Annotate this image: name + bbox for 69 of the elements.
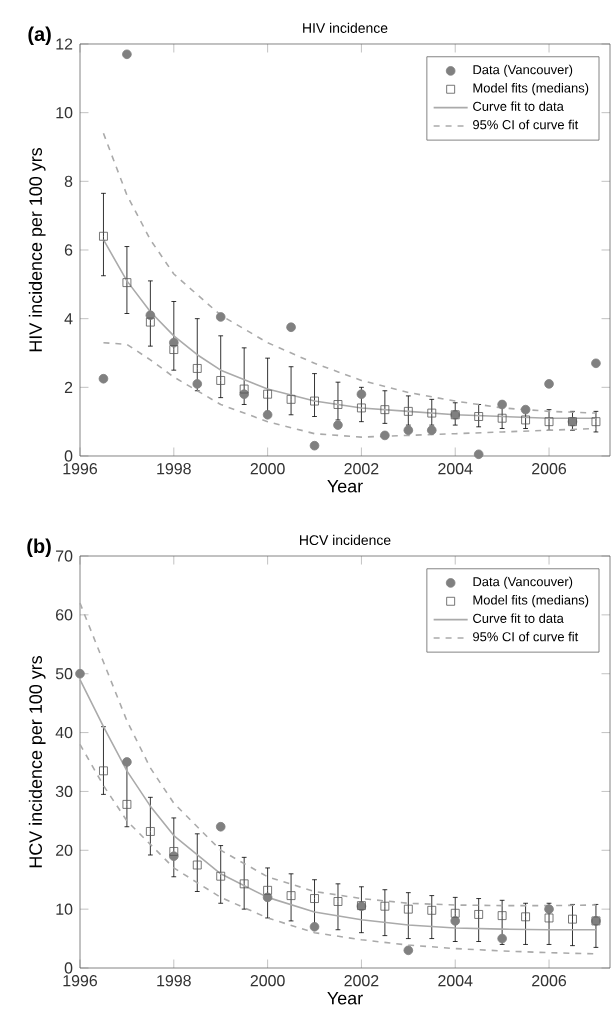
point <box>474 412 484 421</box>
point <box>216 376 226 385</box>
point <box>215 821 226 832</box>
point <box>356 389 367 399</box>
point <box>99 231 108 241</box>
line-series <box>102 132 597 414</box>
point <box>357 403 366 413</box>
line-series <box>102 341 597 438</box>
point <box>122 49 132 60</box>
point <box>403 425 414 436</box>
point <box>333 420 343 430</box>
point <box>403 904 413 914</box>
point <box>403 945 414 956</box>
point <box>450 908 460 918</box>
point <box>333 897 343 906</box>
point <box>98 373 109 384</box>
point <box>521 912 530 922</box>
line-series <box>79 743 597 955</box>
point <box>380 405 390 415</box>
point <box>591 358 601 369</box>
point <box>403 406 413 416</box>
point <box>497 933 507 944</box>
point <box>216 871 226 881</box>
y-axis-title: HIV incidence per 100 yrs <box>28 148 46 352</box>
x-axis-title: Year <box>327 992 363 1005</box>
point <box>474 910 484 919</box>
point <box>215 312 226 322</box>
point <box>169 345 179 354</box>
point <box>262 410 273 420</box>
point <box>333 400 343 409</box>
point <box>192 364 202 373</box>
text: (a) <box>28 26 51 46</box>
point <box>192 379 203 389</box>
point <box>286 394 296 404</box>
point <box>192 860 202 870</box>
point <box>544 913 554 923</box>
point <box>426 425 437 436</box>
point <box>591 417 601 427</box>
point <box>122 278 132 287</box>
point <box>380 430 390 441</box>
point <box>544 379 554 389</box>
point <box>309 440 320 451</box>
point <box>497 413 507 423</box>
point <box>145 317 155 327</box>
point <box>286 322 296 333</box>
point <box>520 404 531 415</box>
point <box>169 847 179 856</box>
point <box>310 396 319 406</box>
point <box>380 901 390 911</box>
point <box>427 905 437 915</box>
point <box>568 914 577 924</box>
point <box>99 766 108 776</box>
x-axis-title: Year <box>327 479 363 493</box>
point <box>544 904 554 914</box>
y-axis-title: HCV incidence per 100 yrs <box>28 656 46 868</box>
point <box>427 408 437 418</box>
point <box>75 668 85 679</box>
point <box>497 399 507 410</box>
point <box>239 879 249 889</box>
point <box>310 894 319 903</box>
point <box>263 885 272 895</box>
point <box>497 911 507 920</box>
point <box>473 449 484 460</box>
point <box>145 827 155 836</box>
point <box>239 384 249 394</box>
point <box>263 389 272 399</box>
text: (b) <box>27 538 51 558</box>
point <box>286 891 296 900</box>
point <box>122 800 132 809</box>
